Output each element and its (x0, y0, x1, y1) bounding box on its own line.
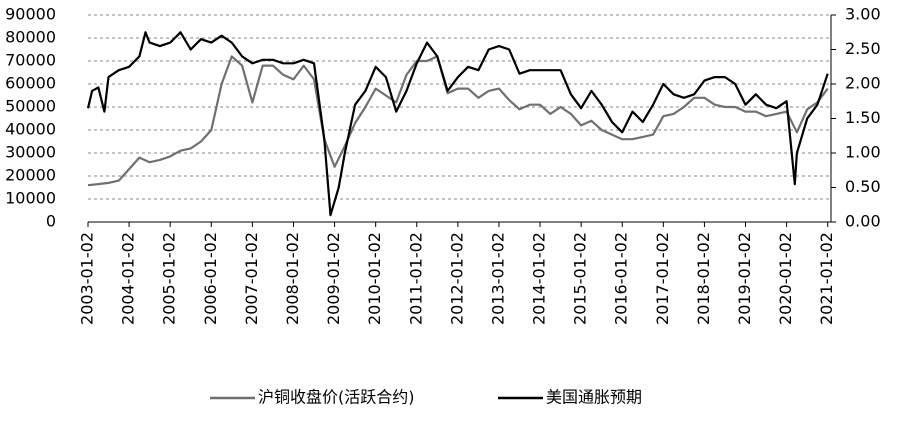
x-tick-label: 2009-01-02 (324, 232, 343, 325)
y2-tick-label: 0.50 (845, 177, 881, 196)
x-tick-label: 2006-01-02 (201, 232, 220, 325)
x-tick-label: 2007-01-02 (242, 232, 261, 325)
y-tick-label: 40000 (5, 120, 56, 139)
x-tick-label: 2016-01-02 (612, 232, 631, 325)
y2-tick-label: 2.50 (845, 39, 881, 58)
x-tick-label: 2015-01-02 (571, 232, 590, 325)
y-tick-label: 70000 (5, 51, 56, 70)
y-tick-label: 30000 (5, 143, 56, 162)
x-tick-label: 2018-01-02 (694, 232, 713, 325)
y-tick-label: 80000 (5, 28, 56, 47)
y-tick-label: 90000 (5, 5, 56, 24)
x-tick-label: 2003-01-02 (78, 232, 97, 325)
y2-tick-label: 1.00 (845, 143, 881, 162)
x-tick-label: 2019-01-02 (735, 232, 754, 325)
x-tick-label: 2010-01-02 (365, 232, 384, 325)
x-tick-label: 2012-01-02 (447, 232, 466, 325)
y2-tick-label: 2.00 (845, 74, 881, 93)
x-tick-label: 2008-01-02 (283, 232, 302, 325)
x-tick-label: 2011-01-02 (406, 232, 425, 325)
y-tick-label: 50000 (5, 97, 56, 116)
x-tick-label: 2005-01-02 (160, 232, 179, 325)
x-tick-label: 2020-01-02 (776, 232, 795, 325)
series-line (87, 55, 829, 187)
y2-tick-label: 1.50 (845, 108, 881, 127)
legend-label: 美国通胀预期 (546, 388, 642, 407)
x-tick-label: 2004-01-02 (119, 232, 138, 325)
x-tick-label: 2017-01-02 (653, 232, 672, 325)
legend-label: 沪铜收盘价(活跃合约) (258, 388, 415, 407)
x-tick-label: 2014-01-02 (530, 232, 549, 325)
y2-tick-label: 3.00 (845, 5, 881, 24)
x-tick-label: 2013-01-02 (488, 232, 507, 325)
x-tick-label: 2021-01-02 (817, 232, 836, 325)
y-tick-label: 60000 (5, 74, 56, 93)
y2-tick-label: 0.00 (845, 212, 881, 231)
y-tick-label: 20000 (5, 166, 56, 185)
y-tick-label: 0 (46, 212, 56, 231)
y-tick-label: 10000 (5, 189, 56, 208)
series-line (86, 31, 829, 217)
